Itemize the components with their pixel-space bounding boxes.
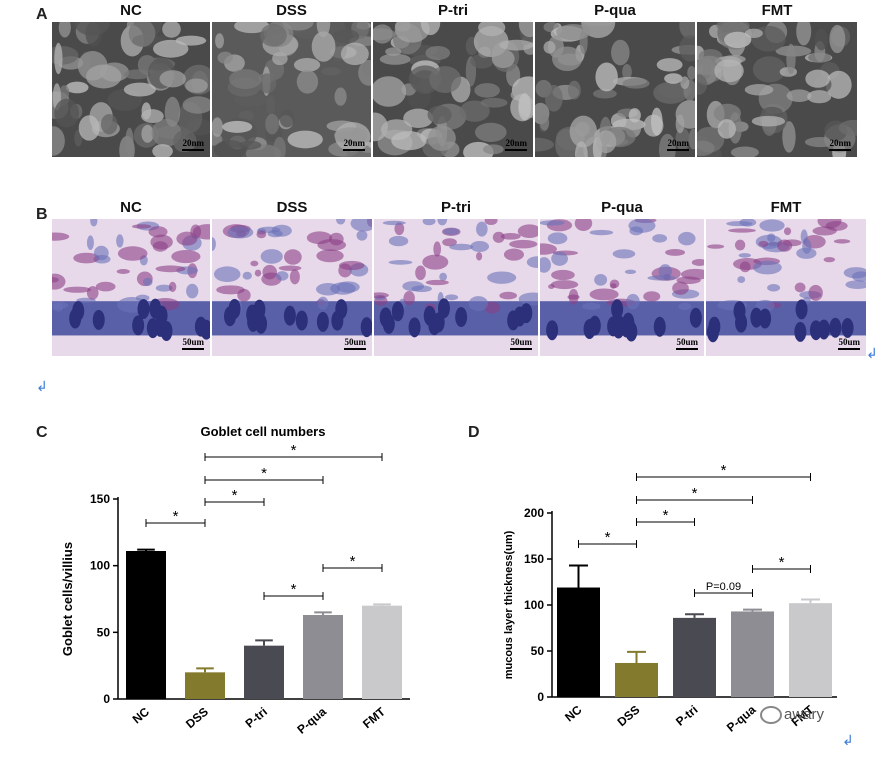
y-tick-label: 100 xyxy=(524,598,544,612)
image-label-fmt: FMT xyxy=(761,2,793,19)
scale-bar-label: 20nm xyxy=(505,138,527,148)
x-tick-label: NC xyxy=(130,704,153,726)
x-tick-label: P-qua xyxy=(294,704,329,736)
scale-bar: 20nm xyxy=(829,138,851,151)
significance-label: * xyxy=(721,462,727,479)
significance-label: * xyxy=(663,507,669,524)
scale-bar-label: 50um xyxy=(676,337,698,347)
scale-bar: 50um xyxy=(838,337,860,350)
return-mark: ↲ xyxy=(36,378,48,394)
em-micrograph-fmt: 20nm xyxy=(697,22,857,157)
scale-bar-label: 50um xyxy=(838,337,860,347)
bar-p-qua xyxy=(731,611,774,697)
scale-bar-label: 20nm xyxy=(829,138,851,148)
y-tick-label: 0 xyxy=(537,690,544,704)
image-label-dss: DSS xyxy=(276,2,307,19)
y-tick-label: 50 xyxy=(97,625,111,639)
bar-p-qua xyxy=(303,615,343,699)
significance-label: * xyxy=(291,442,297,459)
scale-bar: 20nm xyxy=(343,138,365,151)
scale-bar: 50um xyxy=(182,337,204,350)
scale-bar-label: 20nm xyxy=(667,138,689,148)
image-label-p-qua: P-qua xyxy=(601,199,643,216)
em-micrograph-p-qua: 20nm xyxy=(535,22,695,157)
image-label-nc: NC xyxy=(120,199,142,216)
significance-label: * xyxy=(261,465,267,482)
significance-label: * xyxy=(350,553,356,570)
significance-label: * xyxy=(605,529,611,546)
significance-label: * xyxy=(291,581,297,598)
em-micrograph-nc: 20nm xyxy=(52,22,210,157)
bar-fmt xyxy=(789,603,832,697)
y-axis-label: mucous layer thickness(um) xyxy=(503,530,515,679)
image-label-nc: NC xyxy=(120,2,142,19)
image-label-dss: DSS xyxy=(276,199,308,216)
panel-letter-b: B xyxy=(36,206,48,223)
y-tick-label: 150 xyxy=(90,492,110,506)
histology-image-nc: 50um xyxy=(52,219,210,356)
y-tick-label: 50 xyxy=(531,644,545,658)
bar-p-tri xyxy=(673,617,716,697)
x-tick-label: P-qua xyxy=(724,702,759,734)
significance-label: * xyxy=(779,554,785,571)
watermark-text: awary xyxy=(784,706,825,723)
scale-bar: 20nm xyxy=(505,138,527,151)
wechat-icon xyxy=(760,706,782,725)
goblet-cell-chart: Goblet cell numbers 0 50 100 150 Goblet cells… xyxy=(60,424,410,737)
x-tick-label: FMT xyxy=(360,704,388,731)
image-label-p-tri: P-tri xyxy=(438,2,468,19)
histology-image-dss: 50um xyxy=(212,219,372,356)
bar-dss xyxy=(185,672,225,699)
image-label-fmt: FMT xyxy=(770,199,802,216)
scale-bar: 20nm xyxy=(182,138,204,151)
image-label-p-tri: P-tri xyxy=(441,199,471,216)
scale-bar: 20nm xyxy=(667,138,689,151)
histology-image-p-qua: 50um xyxy=(540,219,704,356)
watermark: awary xyxy=(760,706,825,725)
bar-dss xyxy=(615,662,658,697)
scale-bar: 50um xyxy=(510,337,532,350)
significance-label: P=0.09 xyxy=(706,581,741,593)
significance-label: * xyxy=(173,508,179,525)
y-tick-label: 0 xyxy=(103,692,110,706)
return-mark: ↲ xyxy=(866,345,878,361)
scale-bar-label: 20nm xyxy=(343,138,365,148)
bar-nc xyxy=(126,551,166,699)
scale-bar-label: 50um xyxy=(182,337,204,347)
image-label-p-qua: P-qua xyxy=(594,2,636,19)
y-axis-label: Goblet cells/villius xyxy=(60,542,75,656)
x-tick-label: DSS xyxy=(615,703,643,730)
y-tick-label: 100 xyxy=(90,559,110,573)
x-tick-label: P-tri xyxy=(673,703,700,729)
bar-p-tri xyxy=(244,645,284,699)
em-micrograph-dss: 20nm xyxy=(212,22,371,157)
panel-letter-d: D xyxy=(468,424,480,441)
em-micrograph-p-tri: 20nm xyxy=(373,22,533,157)
return-mark: ↲ xyxy=(842,732,854,748)
significance-label: * xyxy=(232,487,238,504)
y-tick-label: 150 xyxy=(524,552,544,566)
histology-image-p-tri: 50um xyxy=(374,219,538,356)
bar-nc xyxy=(557,587,600,697)
x-tick-label: NC xyxy=(562,702,585,724)
scale-bar-label: 50um xyxy=(510,337,532,347)
scale-bar: 50um xyxy=(344,337,366,350)
scale-bar: 50um xyxy=(676,337,698,350)
mucous-layer-chart: 0 50 100 150 200 mucous layer thickness(um) NC… xyxy=(503,462,837,735)
bar-fmt xyxy=(362,605,402,699)
histology-image-fmt: 50um xyxy=(706,219,866,356)
y-tick-label: 200 xyxy=(524,506,544,520)
significance-label: * xyxy=(692,485,698,502)
chart-title: Goblet cell numbers xyxy=(201,424,326,439)
scale-bar-label: 50um xyxy=(344,337,366,347)
scale-bar-label: 20nm xyxy=(182,138,204,148)
x-tick-label: DSS xyxy=(183,705,211,732)
panel-letter-c: C xyxy=(36,424,48,441)
x-tick-label: P-tri xyxy=(243,705,270,731)
panel-letter-a: A xyxy=(36,6,48,23)
